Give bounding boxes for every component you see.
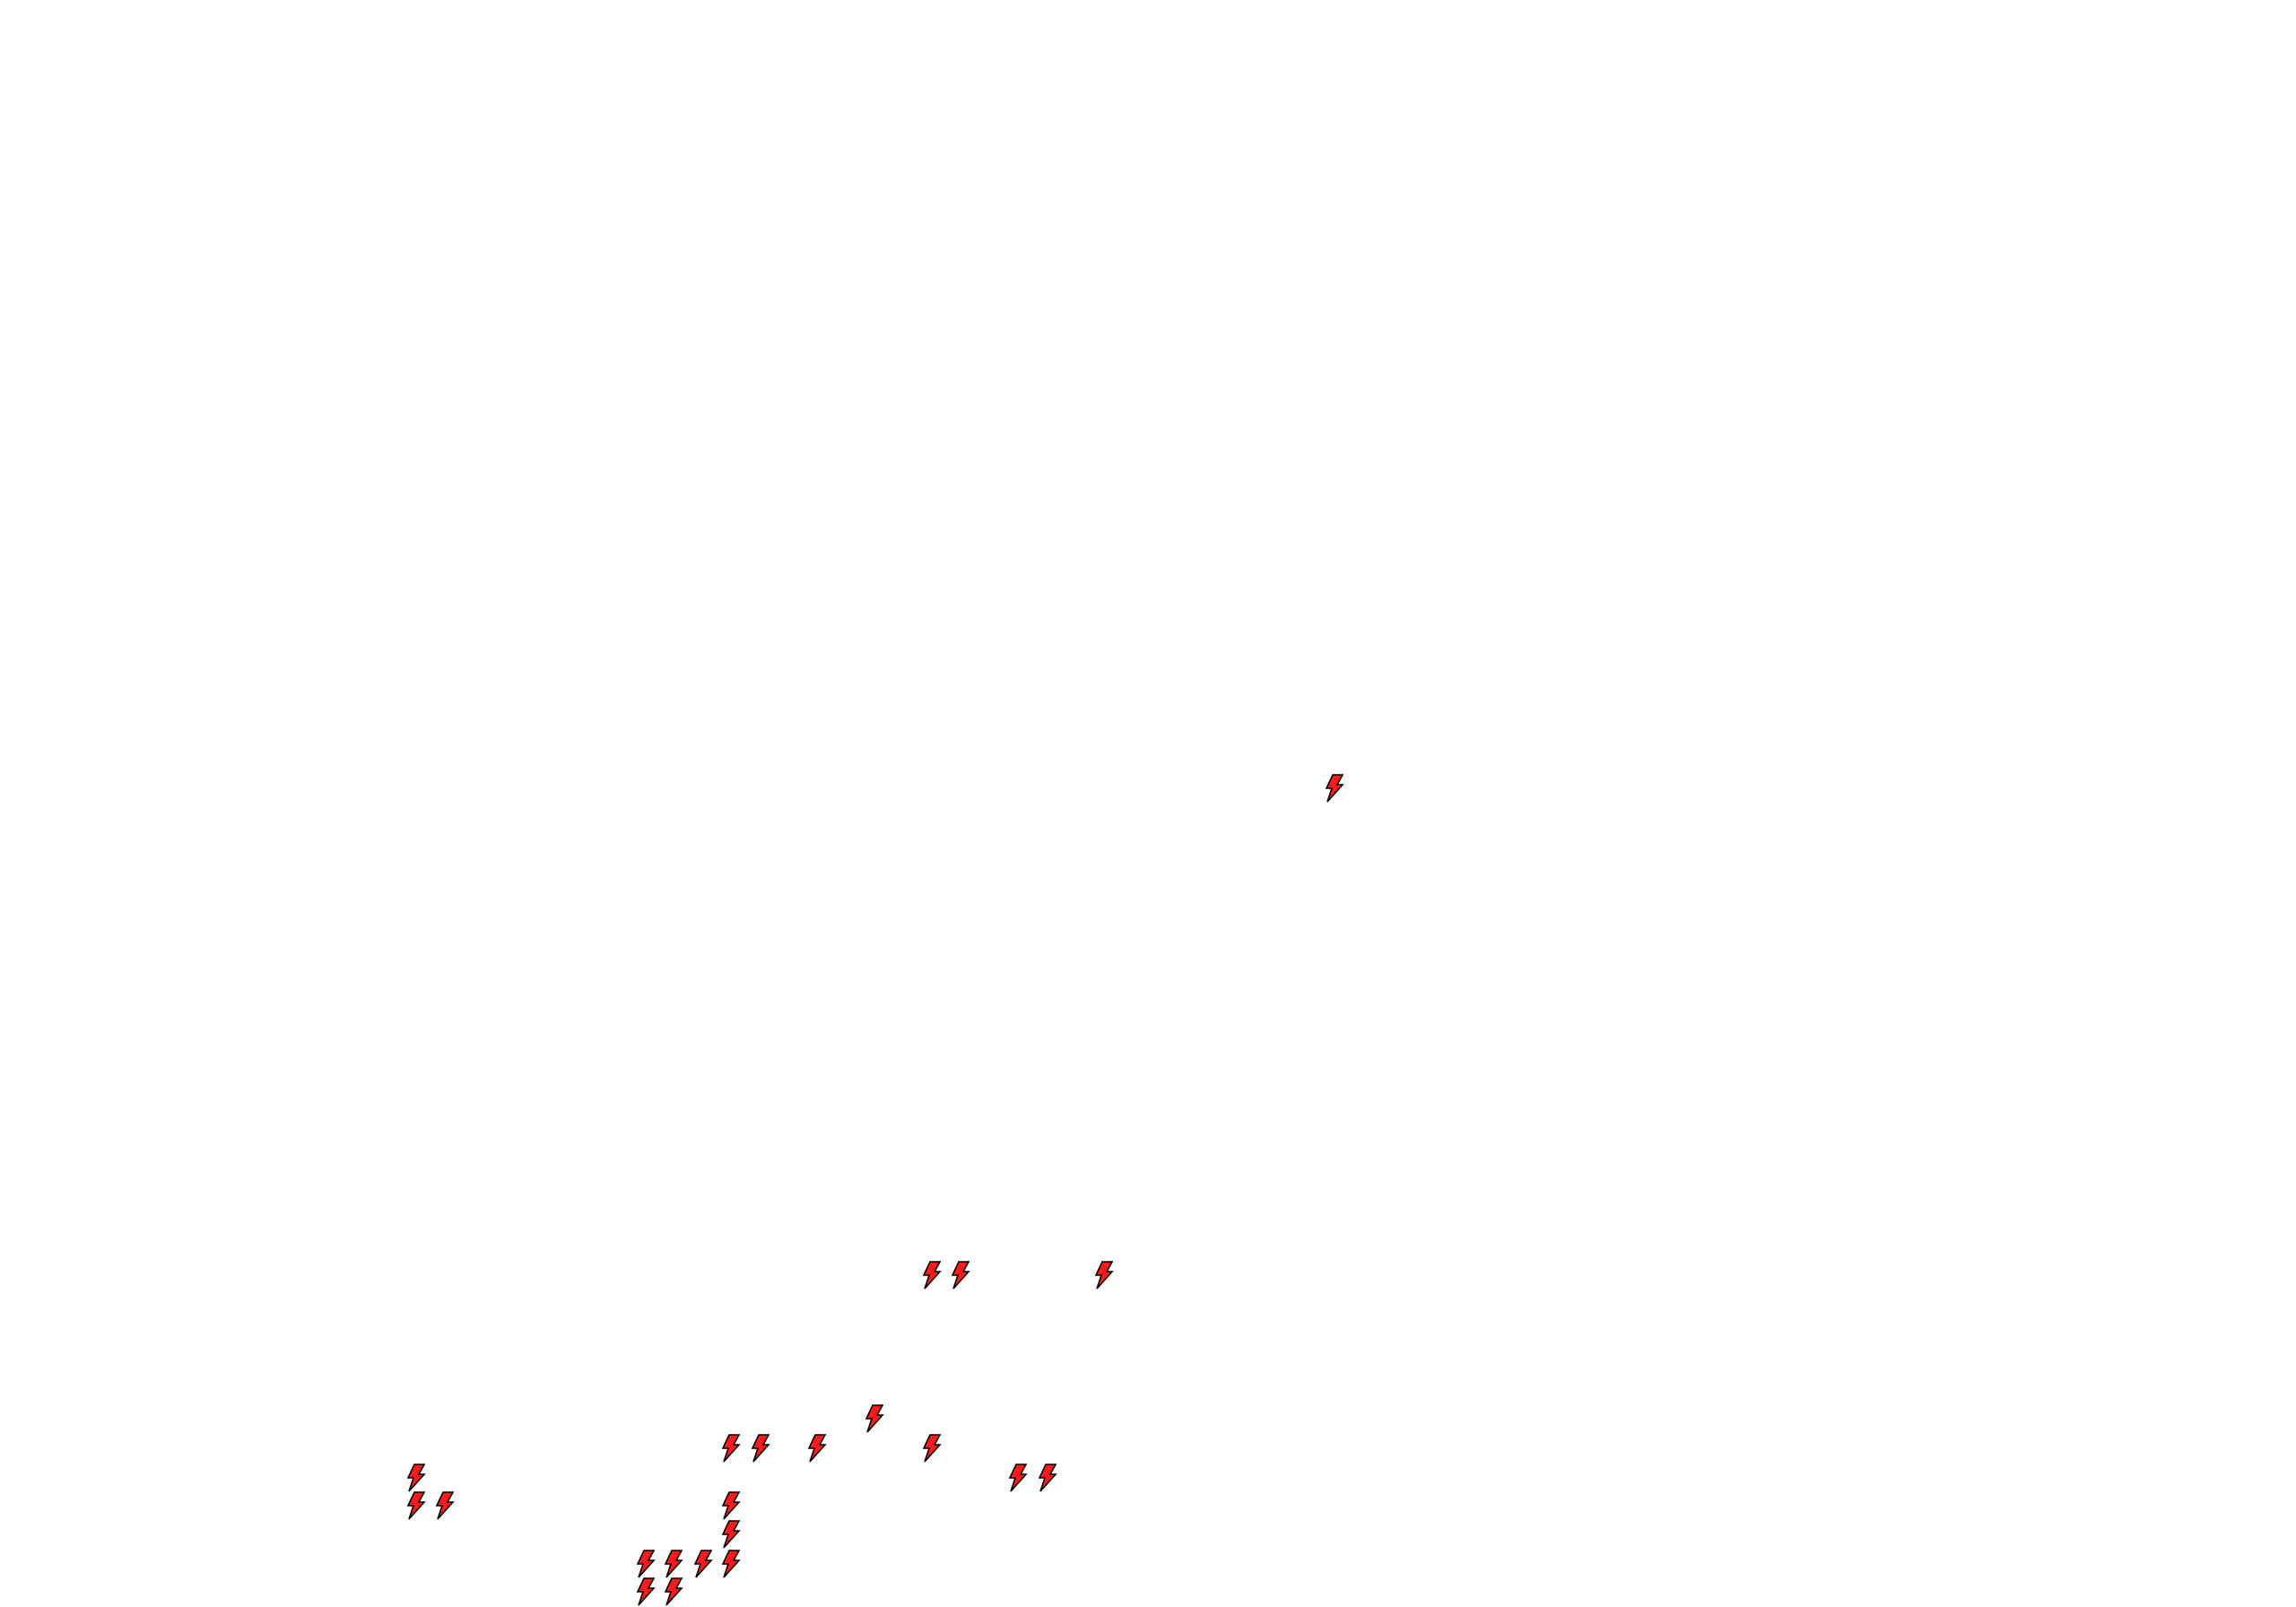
- map-marker[interactable]: [1007, 1464, 1029, 1492]
- lightning-bolt-icon: [721, 1520, 741, 1549]
- lightning-bolt-icon: [693, 1550, 713, 1578]
- lightning-bolt-icon: [721, 1550, 741, 1578]
- map-marker[interactable]: [405, 1464, 427, 1492]
- lightning-bolt-icon: [751, 1434, 770, 1463]
- lightning-bolt-icon: [1325, 774, 1344, 803]
- lightning-bolt-icon: [865, 1404, 884, 1433]
- map-marker[interactable]: [720, 1550, 742, 1578]
- lightning-bolt-icon: [664, 1550, 683, 1578]
- map-marker[interactable]: [1037, 1464, 1058, 1492]
- map-marker[interactable]: [806, 1434, 828, 1463]
- map-marker[interactable]: [950, 1261, 971, 1290]
- map-marker[interactable]: [434, 1491, 456, 1520]
- map-marker[interactable]: [663, 1577, 684, 1606]
- map-marker[interactable]: [720, 1491, 742, 1520]
- map-marker[interactable]: [663, 1550, 684, 1578]
- lightning-bolt-icon: [664, 1577, 683, 1606]
- lightning-bolt-icon: [807, 1434, 827, 1463]
- map-marker[interactable]: [692, 1550, 714, 1578]
- lightning-bolt-icon: [636, 1577, 656, 1606]
- lightning-bolt-icon: [1094, 1261, 1114, 1290]
- lightning-bolt-icon: [721, 1491, 741, 1520]
- map-marker[interactable]: [720, 1520, 742, 1549]
- map-marker[interactable]: [720, 1434, 742, 1463]
- lightning-bolt-icon: [406, 1491, 426, 1520]
- map-marker[interactable]: [635, 1550, 657, 1578]
- map-marker[interactable]: [1093, 1261, 1115, 1290]
- map-marker[interactable]: [635, 1577, 657, 1606]
- lightning-bolt-icon: [435, 1491, 455, 1520]
- lightning-bolt-icon: [922, 1434, 942, 1463]
- map-marker[interactable]: [921, 1261, 943, 1290]
- map-marker[interactable]: [1324, 774, 1345, 803]
- map-marker[interactable]: [921, 1434, 943, 1463]
- lightning-bolt-icon: [1038, 1464, 1057, 1492]
- lightning-bolt-icon: [951, 1261, 970, 1290]
- map-marker[interactable]: [750, 1434, 771, 1463]
- lightning-bolt-icon: [721, 1434, 741, 1463]
- lightning-bolt-icon: [636, 1550, 656, 1578]
- map-marker[interactable]: [864, 1404, 885, 1433]
- lightning-bolt-icon: [1008, 1464, 1028, 1492]
- map-marker[interactable]: [405, 1491, 427, 1520]
- lightning-bolt-icon: [406, 1464, 426, 1492]
- lightning-bolt-icon: [922, 1261, 942, 1290]
